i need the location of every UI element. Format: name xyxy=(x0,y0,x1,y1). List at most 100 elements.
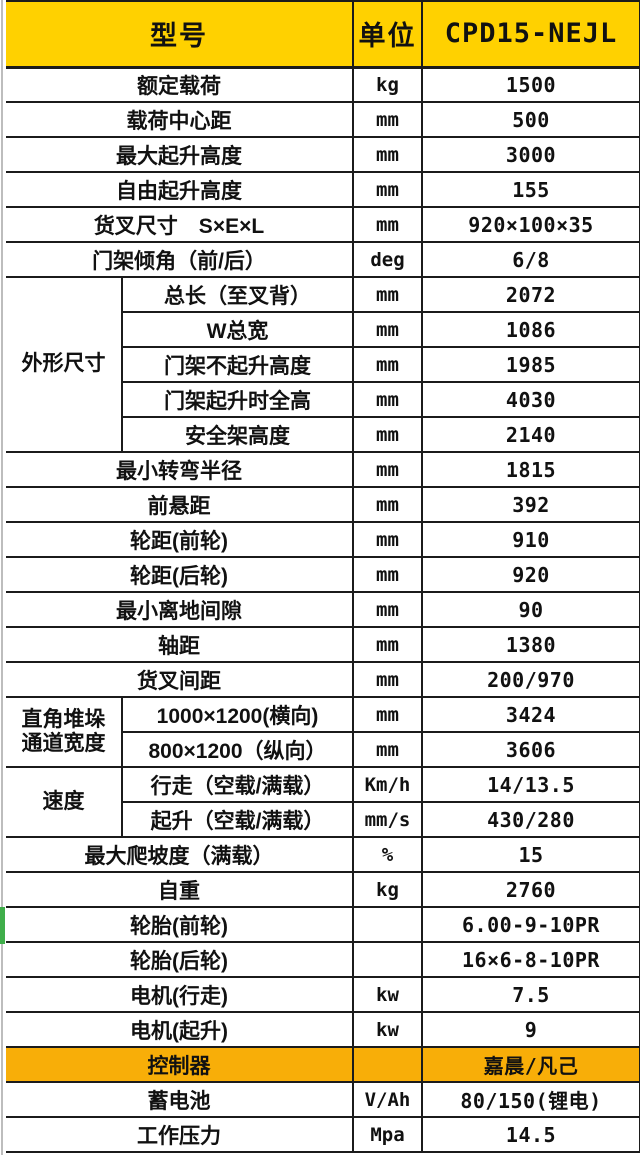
spec-unit-cell: mm xyxy=(352,486,423,523)
spec-unit-cell: mm xyxy=(352,661,423,698)
spec-label-cell: 轮距(前轮) xyxy=(5,521,354,558)
spec-label-cell: 最小离地间隙 xyxy=(5,591,354,628)
spec-value-cell: 14/13.5 xyxy=(421,766,640,803)
spec-unit-cell: Mpa xyxy=(352,1116,423,1153)
spec-value-cell: 1985 xyxy=(421,346,640,383)
spec-value-cell: 2760 xyxy=(421,871,640,908)
spec-label-cell: 起升（空载/满载） xyxy=(121,801,354,838)
spec-unit-cell: mm/s xyxy=(352,801,423,838)
spec-unit-cell xyxy=(352,941,423,978)
spec-value-cell: 1380 xyxy=(421,626,640,663)
group-label-cell: 外形尺寸 xyxy=(5,276,123,453)
spec-row: 自由起升高度 mm 155 xyxy=(5,171,640,208)
spec-unit-cell: mm xyxy=(352,696,423,733)
spec-value-cell: 嘉晨/凡己 xyxy=(421,1046,640,1083)
spec-row: W总宽 mm 1086 xyxy=(6,311,640,348)
spec-label-cell: 门架倾角（前/后） xyxy=(5,241,354,278)
spec-value-cell: 1500 xyxy=(421,66,640,103)
spec-label-cell: 轮胎(前轮) xyxy=(5,906,354,943)
spec-row: 速度 行走（空载/满载） Km/h 14/13.5 xyxy=(5,766,640,838)
spec-value-cell: 14.5 xyxy=(421,1116,640,1153)
spreadsheet-gridline xyxy=(1,0,3,1155)
spec-unit-cell: mm xyxy=(352,591,423,628)
spec-value-cell: 7.5 xyxy=(421,976,640,1013)
spec-unit-cell: mm xyxy=(352,556,423,593)
spec-row: 自重 kg 2760 xyxy=(5,871,640,908)
spec-table: 型号 单位 CPD15-NEJL 额定载荷 kg 1500 载荷中心距 mm 500 最大起… xyxy=(5,0,640,1153)
spec-unit-cell: Km/h xyxy=(352,766,423,803)
green-row-marker xyxy=(0,907,5,944)
spec-row: 工作压力 Mpa 14.5 xyxy=(5,1116,640,1153)
spec-label-cell: 轮胎(后轮) xyxy=(5,941,354,978)
spec-unit-cell: mm xyxy=(352,206,423,243)
spec-value-cell: 9 xyxy=(421,1011,640,1048)
spec-row: 货叉尺寸 S×E×L mm 920×100×35 xyxy=(5,206,640,243)
unit-column-header: 单位 xyxy=(352,0,423,69)
spec-value-cell: 80/150(锂电) xyxy=(421,1081,640,1118)
spec-row: 最小离地间隙 mm 90 xyxy=(5,591,640,628)
spec-label-cell: 电机(行走) xyxy=(5,976,354,1013)
spec-unit-cell: mm xyxy=(352,626,423,663)
spec-label-cell: 额定载荷 xyxy=(5,66,354,103)
spec-value-cell: 6/8 xyxy=(421,241,640,278)
spec-unit-cell: kw xyxy=(352,976,423,1013)
group-label-cell: 速度 xyxy=(5,766,123,838)
spec-label-cell: 电机(起升) xyxy=(5,1011,354,1048)
spec-value-cell: 430/280 xyxy=(421,801,640,838)
spec-label-cell: 安全架高度 xyxy=(121,416,354,453)
spec-value-cell: 155 xyxy=(421,171,640,208)
spec-value-cell: 3606 xyxy=(421,731,640,768)
spec-value-cell: 4030 xyxy=(421,381,640,418)
spec-unit-cell: mm xyxy=(352,731,423,768)
spec-unit-cell: V/Ah xyxy=(352,1081,423,1118)
spec-unit-cell: kw xyxy=(352,1011,423,1048)
spec-row: 电机(起升) kw 9 xyxy=(5,1011,640,1048)
spec-unit-cell: kg xyxy=(352,66,423,103)
spec-label-cell: 自重 xyxy=(5,871,354,908)
spec-row: 安全架高度 mm 2140 xyxy=(6,416,640,453)
spec-value-cell: 3000 xyxy=(421,136,640,173)
spec-value-cell: 90 xyxy=(421,591,640,628)
spec-unit-cell: mm xyxy=(352,136,423,173)
spec-row: 载荷中心距 mm 500 xyxy=(5,101,640,138)
spec-row: 蓄电池 V/Ah 80/150(锂电) xyxy=(5,1081,640,1118)
spec-value-cell: 6.00-9-10PR xyxy=(421,906,640,943)
spec-label-cell: 门架起升时全高 xyxy=(121,381,354,418)
spec-label-cell: 门架不起升高度 xyxy=(121,346,354,383)
spec-value-cell: 200/970 xyxy=(421,661,640,698)
spec-unit-cell: mm xyxy=(352,346,423,383)
spec-value-cell: 910 xyxy=(421,521,640,558)
spec-label-cell: 最大爬坡度（满载） xyxy=(5,836,354,873)
model-column-header: 型号 xyxy=(5,0,354,69)
spec-label-cell: 1000×1200(横向) xyxy=(121,696,354,733)
spec-label-cell: 自由起升高度 xyxy=(5,171,354,208)
spec-label-cell: 控制器 xyxy=(5,1046,354,1083)
spec-row: 轮胎(前轮) 6.00-9-10PR xyxy=(5,906,640,943)
spec-row: 轴距 mm 1380 xyxy=(5,626,640,663)
spec-label-cell: 载荷中心距 xyxy=(5,101,354,138)
spec-value-cell: 1815 xyxy=(421,451,640,488)
header-row: 型号 单位 CPD15-NEJL xyxy=(5,0,640,69)
spec-label-cell: 轮距(后轮) xyxy=(5,556,354,593)
spec-label-cell: 总长（至叉背） xyxy=(121,276,354,313)
spec-unit-cell: mm xyxy=(352,311,423,348)
spec-row: 前悬距 mm 392 xyxy=(5,486,640,523)
spec-label-cell: 蓄电池 xyxy=(5,1081,354,1118)
model-value-header: CPD15-NEJL xyxy=(421,0,640,69)
spec-unit-cell: mm xyxy=(352,276,423,313)
spec-label-cell: 行走（空载/满载） xyxy=(121,766,354,803)
spec-unit-cell xyxy=(352,906,423,943)
spec-row: 外形尺寸 总长（至叉背） mm 2072 xyxy=(5,276,640,453)
spec-value-cell: 15 xyxy=(421,836,640,873)
group-label-cell: 直角堆垛通道宽度 xyxy=(5,696,123,768)
spec-row: 额定载荷 kg 1500 xyxy=(5,66,640,103)
spec-label-cell: 最小转弯半径 xyxy=(5,451,354,488)
spec-value-cell: 3424 xyxy=(421,696,640,733)
spec-value-cell: 2072 xyxy=(421,276,640,313)
spec-row: 最大起升高度 mm 3000 xyxy=(5,136,640,173)
spec-label-cell: 轴距 xyxy=(5,626,354,663)
spec-label-cell: 800×1200（纵向） xyxy=(121,731,354,768)
spec-unit-cell: mm xyxy=(352,521,423,558)
spec-unit-cell: kg xyxy=(352,871,423,908)
